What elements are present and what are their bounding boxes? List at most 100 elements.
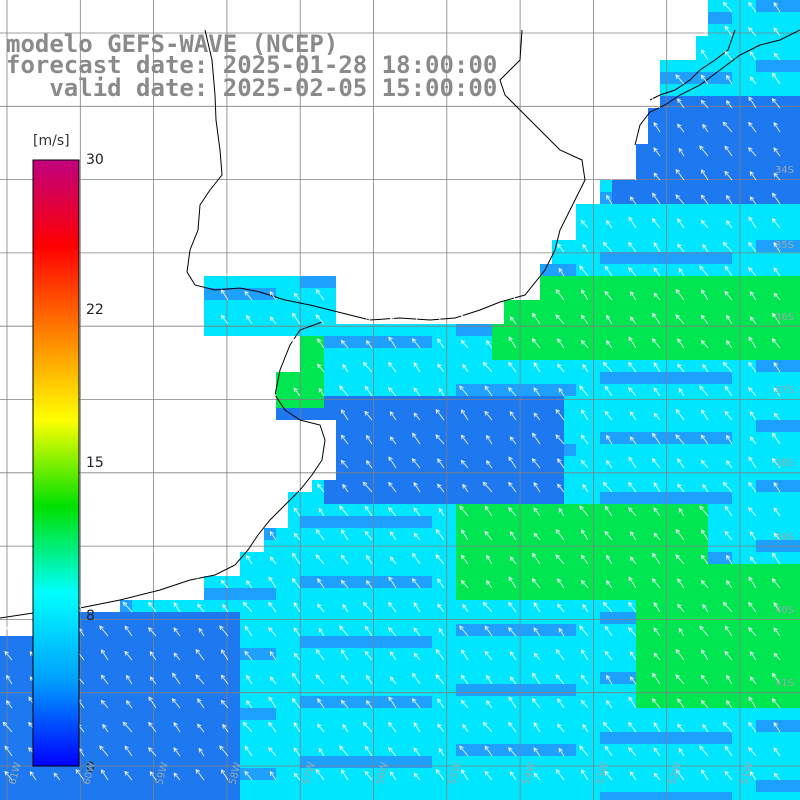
field-cell — [624, 528, 636, 540]
field-cell — [576, 228, 588, 240]
field-cell — [432, 468, 444, 480]
field-cell — [480, 768, 492, 780]
field-cell — [792, 156, 800, 168]
field-cell — [792, 528, 800, 540]
field-cell — [588, 204, 600, 216]
field-cell — [492, 648, 504, 660]
field-cell — [624, 432, 636, 444]
field-cell — [12, 756, 24, 768]
field-cell — [588, 696, 600, 708]
field-cell — [264, 564, 276, 576]
field-cell — [780, 576, 792, 588]
wind-arrow — [726, 74, 733, 85]
field-cell — [504, 684, 516, 696]
field-cell — [252, 768, 264, 780]
wind-arrow — [413, 627, 421, 637]
field-cell — [132, 768, 144, 780]
field-cell — [516, 648, 528, 660]
field-cell — [612, 468, 624, 480]
wind-arrow — [459, 625, 469, 637]
field-cell — [144, 720, 156, 732]
field-cell — [672, 300, 684, 312]
field-cell — [552, 528, 564, 540]
field-cell — [384, 324, 396, 336]
field-cell — [780, 744, 792, 756]
field-cell — [756, 408, 768, 420]
field-cell — [672, 768, 684, 780]
field-cell — [576, 600, 588, 612]
field-cell — [564, 456, 576, 468]
field-cell — [348, 336, 360, 348]
field-cell — [576, 708, 588, 720]
wind-arrow — [438, 387, 445, 397]
field-cell — [744, 312, 756, 324]
wind-arrow — [675, 528, 685, 541]
field-cell — [0, 732, 12, 744]
field-cell — [516, 624, 528, 636]
field-cell — [768, 696, 780, 708]
field-cell — [336, 360, 348, 372]
field-cell — [408, 732, 420, 744]
wind-arrow — [700, 699, 709, 709]
field-cell — [360, 348, 372, 360]
field-cell — [288, 780, 300, 792]
field-cell — [420, 792, 432, 800]
field-cell — [720, 492, 732, 504]
field-cell — [588, 348, 600, 360]
field-cell — [360, 756, 372, 768]
field-cell — [492, 612, 504, 624]
field-cell — [648, 636, 660, 648]
field-cell — [480, 396, 492, 408]
field-cell — [324, 732, 336, 744]
field-cell — [552, 264, 564, 276]
field-cell — [552, 648, 564, 660]
field-cell — [624, 180, 636, 192]
field-cell — [600, 780, 612, 792]
wind-arrow — [677, 603, 685, 613]
field-cell — [312, 780, 324, 792]
field-cell — [336, 444, 348, 456]
field-cell — [324, 624, 336, 636]
wind-arrow — [509, 556, 517, 565]
field-cell — [588, 636, 600, 648]
field-cell — [264, 528, 276, 540]
wind-arrow — [702, 483, 709, 493]
wind-arrow — [700, 674, 709, 685]
wind-arrow — [124, 625, 133, 637]
field-cell — [792, 396, 800, 408]
field-cell — [324, 360, 336, 372]
field-cell — [276, 312, 288, 324]
wind-arrows — [2, 1, 781, 781]
field-cell — [528, 576, 540, 588]
wind-arrow — [678, 267, 685, 277]
field-cell — [696, 408, 708, 420]
field-cell — [660, 276, 672, 288]
field-cell — [372, 756, 384, 768]
field-cell — [456, 756, 468, 768]
field-cell — [696, 528, 708, 540]
wind-arrow — [531, 578, 541, 589]
field-cell — [12, 648, 24, 660]
field-cell — [756, 468, 768, 480]
field-cell — [408, 612, 420, 624]
field-cell — [480, 696, 492, 708]
field-cell — [324, 324, 336, 336]
field-cell — [756, 48, 768, 60]
field-cell — [12, 768, 24, 780]
field-cell — [648, 300, 660, 312]
field-cell — [720, 780, 732, 792]
field-cell — [648, 756, 660, 768]
field-cell — [144, 660, 156, 672]
field-cell — [192, 636, 204, 648]
field-cell — [528, 708, 540, 720]
field-cell — [192, 612, 204, 624]
field-cell — [564, 300, 576, 312]
field-cell — [504, 312, 516, 324]
field-cell — [432, 324, 444, 336]
field-cell — [360, 552, 372, 564]
wind-arrow — [413, 482, 421, 493]
field-cell — [480, 516, 492, 528]
field-cell — [732, 576, 744, 588]
field-cell — [708, 276, 720, 288]
field-cell — [780, 492, 792, 504]
